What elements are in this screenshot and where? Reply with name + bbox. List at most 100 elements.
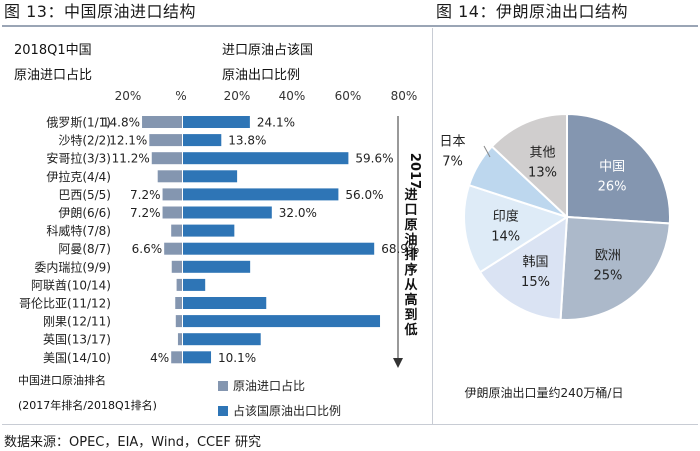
value-labels: 14.8% 24.1% 12.1% 13.8% 11.2% 59.6% 7.2% 56.0% 7… (102, 116, 419, 365)
category-label: 科威特(7/8) (46, 223, 111, 238)
source-note: 数据来源：OPEC，EIA，Wind，CCEF 研究 (4, 435, 261, 450)
header-left-line2: 原油进口占比 (14, 68, 92, 83)
pie-category-label: 日本 (439, 134, 465, 149)
pie-value-label: 25% (593, 268, 622, 283)
value-label-import-share: 6.6% (132, 242, 163, 256)
pie-category-label: 其他 (529, 145, 555, 160)
footnote-line1: 中国进口原油排名 (18, 373, 106, 387)
value-label-import-share: 4% (150, 351, 169, 365)
category-label: 阿曼(8/7) (58, 242, 111, 256)
bar-import-share (149, 134, 182, 147)
footer-divider (2, 424, 698, 425)
pie-caption: 伊朗原油出口量约240万桶/日 (465, 385, 624, 400)
bar-import-share (171, 224, 182, 237)
right-tick-60: 60% (335, 89, 362, 103)
header-right-line1: 进口原油占该国 (222, 43, 313, 58)
series-export-share (183, 116, 381, 364)
pie-value-label: 15% (521, 275, 550, 290)
value-label-import-share: 11.2% (112, 152, 150, 166)
bar-import-share (171, 351, 182, 364)
bar-import-share (162, 206, 182, 219)
pie-category-label: 韩国 (522, 255, 548, 270)
bar-export-share (183, 134, 222, 147)
left-tick-0: % (175, 89, 186, 103)
ranking-arrow-head (393, 358, 403, 368)
footnote-line2: (2017年排名/2018Q1排名) (18, 398, 157, 412)
bar-import-share (151, 152, 182, 165)
arrow-label-char: 排 (404, 247, 417, 263)
legend-swatch-export-share (218, 406, 228, 416)
arrow-label-char: 原 (404, 218, 417, 233)
figure14-title: 图 14：伊朗原油出口结构 (436, 2, 628, 21)
pie-slice (566, 112, 671, 225)
bar-export-share (183, 260, 251, 273)
pie-slice (462, 183, 570, 274)
bar-export-share (183, 206, 272, 219)
pie-slice (490, 112, 568, 220)
bar-import-share (177, 333, 182, 346)
value-label-import-share: 7.2% (130, 188, 161, 202)
pie-slices (462, 112, 671, 321)
bar-import-share (175, 297, 182, 309)
arrow-label-year: 2017 (407, 153, 422, 189)
arrow-label-char: 油 (404, 232, 417, 248)
import-structure-chart: 2018Q1中国 原油进口占比 进口原油占该国 原油出口比例 20% % 20%… (14, 43, 422, 418)
header-right-line2: 原油出口比例 (222, 68, 300, 83)
pie-value-label: 13% (528, 165, 557, 180)
legend-label-export-share: 占该国原油出口比例 (233, 403, 341, 418)
category-label: 安哥拉(3/3) (46, 151, 111, 166)
category-label: 委内瑞拉(9/9) (34, 259, 111, 274)
bar-export-share (183, 224, 235, 237)
category-label: 巴西(5/5) (58, 188, 111, 202)
bar-export-share (183, 333, 261, 346)
bar-export-share (183, 188, 339, 201)
figure13-title: 图 13：中国原油进口结构 (4, 2, 196, 21)
left-tick-20: 20% (115, 89, 142, 103)
value-label-import-share: 14.8% (102, 116, 140, 130)
pie-slice (559, 215, 671, 321)
bar-import-share (142, 116, 182, 128)
arrow-label-char: 进 (404, 188, 417, 203)
bar-export-share (183, 116, 250, 128)
category-label: 俄罗斯(1/1) (46, 116, 111, 130)
bar-export-share (183, 278, 206, 291)
value-label-import-share: 12.1% (109, 134, 147, 148)
arrow-label-char: 序 (404, 262, 417, 278)
bar-import-share (176, 278, 182, 291)
category-label: 哥伦比亚(11/12) (19, 296, 111, 311)
category-labels: 俄罗斯(1/1) 沙特(2/2) 安哥拉(3/3) 伊拉克(4/4) 巴西(5/5) 伊朗… (19, 116, 111, 365)
pie-labels: 中国 26% 欧洲 25% 韩国 15% 印度 14% 日本 7% 其他 13% (439, 134, 626, 290)
bar-export-share (183, 170, 238, 183)
ranking-arrow-label: 2017 进 口 原 油 排 序 从 高 到 低 (403, 153, 422, 338)
bar-import-share (164, 242, 182, 255)
category-label: 阿联酋(10/14) (31, 277, 111, 292)
arrow-label-char: 到 (404, 308, 417, 323)
value-label-export-share: 24.1% (257, 116, 295, 130)
right-tick-80: 80% (391, 89, 418, 103)
japan-leader-line (483, 145, 491, 158)
header-left-line1: 2018Q1中国 (14, 43, 92, 58)
bar-import-share (162, 188, 182, 201)
category-label: 伊拉克(4/4) (46, 169, 111, 184)
legend-swatch-import-share (218, 381, 228, 391)
pie-value-label: 26% (598, 180, 627, 195)
bar-import-share (175, 315, 182, 328)
category-label: 伊朗(6/6) (58, 206, 111, 220)
value-label-export-share: 13.8% (228, 134, 266, 148)
arrow-label-char: 高 (404, 292, 417, 308)
right-tick-20: 20% (224, 89, 251, 103)
value-label-export-share: 10.1% (218, 351, 256, 365)
pie-category-label: 印度 (493, 209, 519, 225)
pie-value-label: 14% (491, 230, 520, 245)
bar-export-share (183, 297, 267, 309)
bar-export-share (183, 351, 212, 364)
arrow-label-char: 口 (404, 203, 417, 218)
bar-export-share (183, 152, 349, 165)
arrow-label-char: 低 (403, 322, 417, 338)
category-label: 沙特(2/2) (58, 133, 111, 148)
category-label: 英国(13/17) (43, 333, 111, 347)
legend: 原油进口占比 占该国原油出口比例 (218, 378, 341, 418)
export-structure-pie: 中国 26% 欧洲 25% 韩国 15% 印度 14% 日本 7% 其他 13% 伊朗原油出口量约24… (439, 112, 671, 400)
value-label-import-share: 7.2% (130, 206, 161, 220)
category-label: 美国(14/10) (43, 351, 111, 365)
